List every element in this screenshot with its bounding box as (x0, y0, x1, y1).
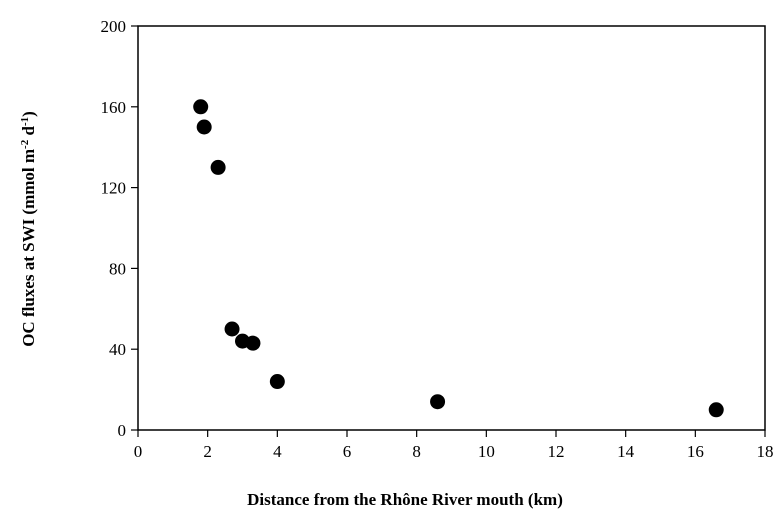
x-tick-label: 0 (134, 442, 143, 461)
data-point (210, 159, 226, 175)
x-tick-label: 2 (203, 442, 212, 461)
x-tick-label: 8 (412, 442, 421, 461)
data-point (245, 335, 261, 351)
y-axis-title-end: ) (19, 111, 38, 117)
y-axis-title-mid: d (19, 126, 38, 140)
data-point (269, 374, 285, 390)
plot-frame (137, 25, 766, 431)
data-point (193, 99, 209, 115)
x-axis: 0 2 4 6 8 10 12 14 16 18 (134, 430, 774, 461)
y-tick-label: 120 (101, 179, 127, 198)
y-axis-title-sup-1: -2 (19, 139, 31, 149)
data-point (196, 119, 212, 135)
y-tick-label: 80 (109, 259, 126, 278)
x-tick-label: 10 (478, 442, 495, 461)
y-axis-title-sup-2: -1 (19, 117, 31, 126)
x-tick-label: 12 (548, 442, 565, 461)
y-axis: 0 40 80 120 160 200 (101, 17, 138, 440)
x-tick-label: 18 (757, 442, 774, 461)
data-point (708, 402, 724, 418)
y-tick-label: 0 (118, 421, 127, 440)
x-axis-title: Distance from the Rhône River mouth (km) (247, 490, 563, 509)
y-axis-title-main: OC fluxes at SWI (mmol m (19, 149, 38, 347)
x-tick-label: 14 (617, 442, 635, 461)
y-tick-label: 200 (101, 17, 127, 36)
y-axis-title: OC fluxes at SWI (mmol m-2 d-1) (19, 111, 38, 347)
x-tick-label: 6 (343, 442, 352, 461)
x-tick-label: 4 (273, 442, 282, 461)
data-point (224, 321, 240, 337)
x-tick-label: 16 (687, 442, 704, 461)
y-tick-label: 40 (109, 340, 126, 359)
data-point (430, 394, 446, 410)
data-points (193, 99, 724, 418)
y-tick-label: 160 (101, 98, 127, 117)
